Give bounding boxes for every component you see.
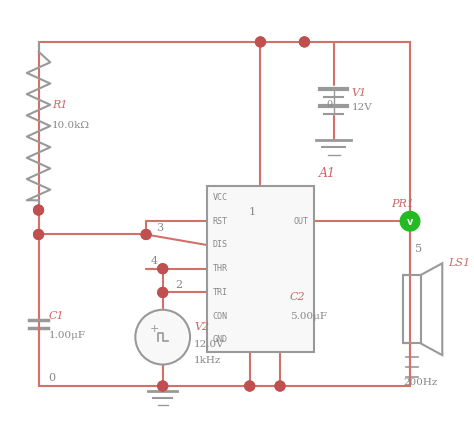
Circle shape bbox=[158, 381, 168, 391]
Circle shape bbox=[275, 381, 285, 391]
Text: VCC: VCC bbox=[212, 193, 228, 202]
Circle shape bbox=[141, 230, 151, 239]
Circle shape bbox=[34, 230, 44, 239]
Text: C1: C1 bbox=[48, 311, 64, 321]
Circle shape bbox=[135, 310, 190, 365]
Circle shape bbox=[34, 205, 44, 215]
Text: 1.00μF: 1.00μF bbox=[48, 331, 85, 340]
Text: R1: R1 bbox=[52, 100, 68, 110]
Text: 0: 0 bbox=[326, 100, 332, 109]
Circle shape bbox=[300, 37, 310, 47]
Text: +: + bbox=[150, 324, 160, 334]
Text: V2: V2 bbox=[194, 323, 209, 332]
Circle shape bbox=[245, 381, 255, 391]
Text: C2: C2 bbox=[290, 292, 305, 302]
Text: 12.0V: 12.0V bbox=[194, 340, 225, 349]
Text: 12V: 12V bbox=[351, 103, 372, 112]
Text: 4: 4 bbox=[151, 256, 158, 266]
Text: 3: 3 bbox=[156, 223, 163, 232]
Text: 10.0kΩ: 10.0kΩ bbox=[52, 121, 90, 130]
Text: OUT: OUT bbox=[293, 217, 309, 226]
Text: V1: V1 bbox=[351, 88, 366, 98]
Circle shape bbox=[141, 230, 151, 239]
Circle shape bbox=[158, 288, 168, 298]
Circle shape bbox=[245, 381, 255, 391]
Text: DIS: DIS bbox=[212, 241, 228, 249]
Text: LS1: LS1 bbox=[448, 258, 470, 268]
Text: TRI: TRI bbox=[212, 288, 228, 297]
Text: 1kHz: 1kHz bbox=[194, 356, 221, 365]
Text: THR: THR bbox=[212, 264, 228, 273]
Circle shape bbox=[255, 37, 265, 47]
Bar bbox=[403, 275, 421, 343]
Circle shape bbox=[158, 381, 168, 391]
Text: A1: A1 bbox=[319, 167, 336, 180]
Text: 5.00μF: 5.00μF bbox=[290, 312, 327, 321]
Circle shape bbox=[158, 264, 168, 274]
Text: PR1: PR1 bbox=[391, 198, 414, 209]
Text: 2: 2 bbox=[175, 280, 182, 289]
Text: 5: 5 bbox=[415, 244, 422, 254]
Text: 1: 1 bbox=[249, 207, 256, 217]
Circle shape bbox=[158, 288, 168, 298]
Circle shape bbox=[255, 37, 265, 47]
Circle shape bbox=[300, 37, 310, 47]
Circle shape bbox=[34, 205, 44, 215]
Circle shape bbox=[158, 264, 168, 274]
Text: 200Hz: 200Hz bbox=[403, 378, 438, 387]
Text: GND: GND bbox=[212, 335, 228, 344]
Text: v: v bbox=[407, 217, 413, 227]
Text: 0: 0 bbox=[48, 373, 55, 383]
Bar bbox=[207, 186, 314, 352]
Text: CON: CON bbox=[212, 312, 228, 321]
Circle shape bbox=[34, 230, 44, 239]
Circle shape bbox=[400, 212, 420, 231]
Text: RST: RST bbox=[212, 217, 228, 226]
Circle shape bbox=[275, 381, 285, 391]
